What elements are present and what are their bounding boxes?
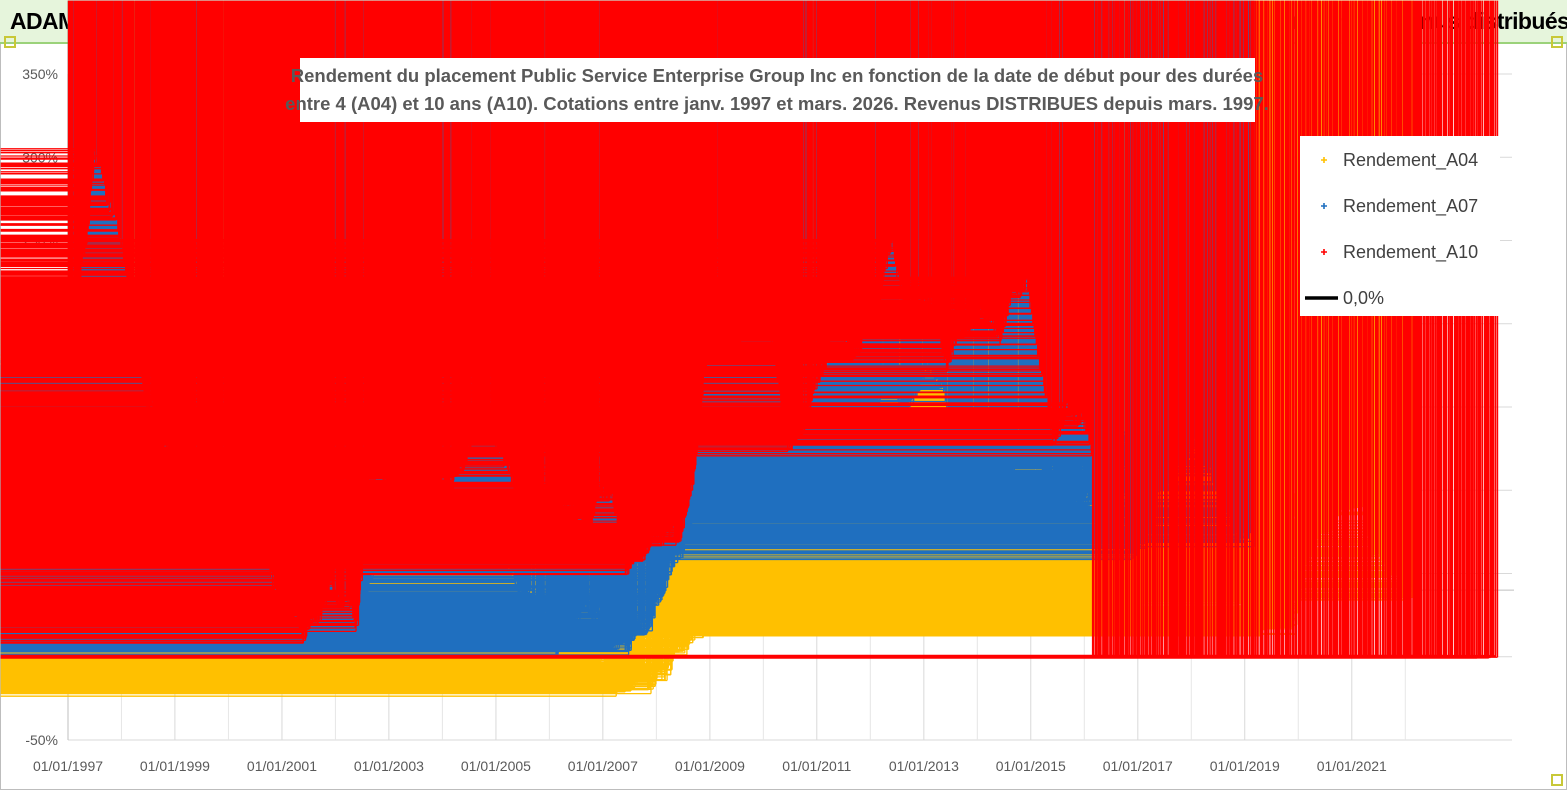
corner-handle-bottom-right	[1551, 774, 1563, 786]
x-tick-label: 01/01/2015	[996, 758, 1066, 774]
x-tick-label: 01/01/2019	[1210, 758, 1280, 774]
corner-handle-top-right	[1551, 36, 1563, 48]
chart-title-line-2: entre 4 (A04) et 10 ans (A10). Cotations…	[285, 93, 1269, 114]
x-tick-label: 01/01/2013	[889, 758, 959, 774]
series-Rendement_A10	[0, 0, 1094, 644]
x-tick-label: 01/01/2021	[1317, 758, 1387, 774]
y-tick-label: 350%	[22, 66, 58, 82]
x-tick-label: 01/01/2011	[782, 758, 851, 774]
x-tick-label: 01/01/2009	[675, 758, 745, 774]
x-tick-label: 01/01/2007	[568, 758, 638, 774]
legend-marker	[1321, 203, 1327, 209]
corner-handle-top-left	[4, 36, 16, 48]
x-tick-label: 01/01/1997	[33, 758, 103, 774]
legend-item-Rendement_A07: Rendement_A07	[1321, 196, 1478, 217]
legend-item-0,0%: 0,0%	[1305, 288, 1384, 308]
data-points	[0, 0, 1499, 697]
legend-label: 0,0%	[1343, 288, 1384, 308]
x-tick-label: 01/01/2001	[247, 758, 317, 774]
x-tick-label: 01/01/1999	[140, 758, 210, 774]
legend-marker	[1321, 157, 1327, 163]
y-tick-label: -50%	[25, 732, 58, 748]
zero-band-path	[0, 0, 1499, 659]
x-tick-label: 01/01/2017	[1103, 758, 1173, 774]
x-tick-label: 01/01/2003	[354, 758, 424, 774]
chart-title-background	[300, 58, 1255, 122]
chart-title-line-1: Rendement du placement Public Service En…	[291, 65, 1263, 86]
legend-label: Rendement_A10	[1343, 242, 1478, 263]
legend-background	[1300, 136, 1500, 316]
legend-label: Rendement_A04	[1343, 150, 1478, 171]
legend-marker	[1321, 249, 1327, 255]
legend-item-Rendement_A04: Rendement_A04	[1321, 150, 1478, 171]
chart-legend: Rendement_A04 Rendement_A07 Rendement_A10 0…	[1300, 136, 1500, 316]
x-axis-ticks: 01/01/1997 01/01/1999 01/01/2001 01/01/2003…	[33, 758, 1387, 774]
x-tick-label: 01/01/2005	[461, 758, 531, 774]
legend-label: Rendement_A07	[1343, 196, 1478, 217]
zero-band-points	[0, 0, 1499, 659]
legend-item-Rendement_A10: Rendement_A10	[1321, 242, 1478, 263]
series-points-Rendement_A10	[0, 0, 1094, 644]
